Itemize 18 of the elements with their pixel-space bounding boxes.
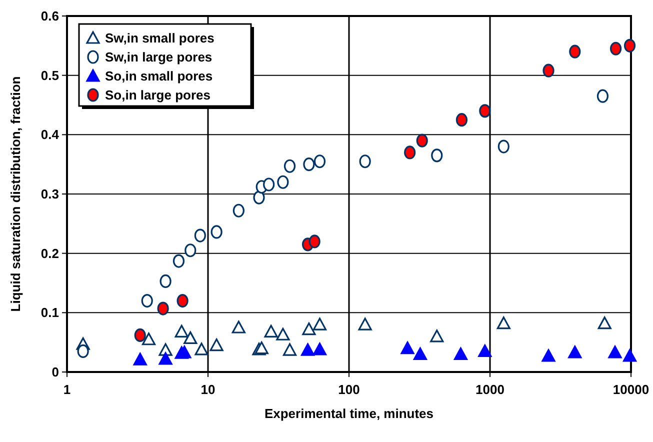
legend-label: Sw,in large pores	[105, 50, 212, 65]
x-axis-title: Experimental time, minutes	[264, 406, 434, 421]
x-tick-label: 1	[63, 382, 71, 397]
legend-label: Sw,in small pores	[105, 30, 214, 46]
y-tick-label: 0.6	[40, 8, 59, 24]
x-tick-label: 1000	[476, 382, 504, 397]
y-tick-label: 0.4	[40, 127, 60, 142]
y-tick-label: 0.5	[40, 68, 59, 83]
x-tick-label: 100	[338, 382, 360, 397]
legend-label: So,in large pores	[105, 88, 210, 103]
y-tick-label: 0.2	[40, 246, 59, 261]
y-tick-label: 0.3	[40, 186, 59, 202]
y-tick-label: 0.1	[40, 305, 59, 320]
x-tick-label: 10000	[612, 382, 650, 397]
legend-label: So,in small pores	[105, 68, 213, 84]
y-axis-title: Liquid saturation distribution, fraction	[8, 76, 23, 312]
y-tick-label: 0	[52, 364, 59, 380]
x-tick-label: 10	[200, 382, 216, 397]
